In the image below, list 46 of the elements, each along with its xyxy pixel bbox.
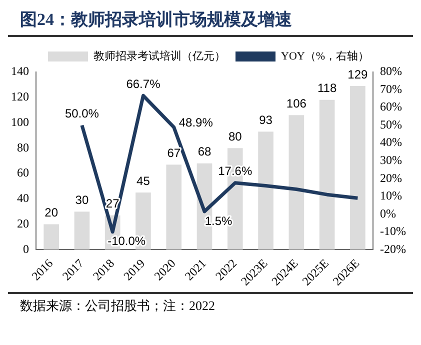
legend-label: 教师招录考试培训（亿元） <box>94 49 226 62</box>
data-label: 80 <box>228 129 242 144</box>
data-label: 129 <box>348 67 368 82</box>
y2-tick-label: 20% <box>380 170 402 185</box>
bar <box>288 115 304 250</box>
y-tick-label: 20 <box>17 216 29 230</box>
y2-tick-label: 80% <box>380 64 402 78</box>
bar <box>74 212 90 250</box>
bar <box>44 224 59 250</box>
data-label: 67 <box>167 146 181 160</box>
y2-tick-label: 0% <box>380 206 396 220</box>
y-tick-label: 60 <box>17 166 29 180</box>
source-note: 数据来源：公司招股书；注：2022 <box>20 297 216 315</box>
y-tick-label: 140 <box>11 64 29 78</box>
bar <box>258 132 274 250</box>
y2-tick-label: 10% <box>380 188 402 203</box>
y-tick-label: 100 <box>11 114 29 129</box>
y-tick-label: 80 <box>17 140 29 154</box>
y2-tick-label: 50% <box>380 117 402 132</box>
data-label: 68 <box>198 144 212 159</box>
legend-label: YOY（%，右轴） <box>281 49 370 62</box>
y2-tick-label: 30% <box>380 152 402 167</box>
data-label: 118 <box>317 81 337 96</box>
data-label: 106 <box>286 96 307 110</box>
data-label: 93 <box>259 112 273 127</box>
y2-tick-label: -20% <box>380 242 406 256</box>
data-label: 20 <box>44 206 58 220</box>
data-label: 66.7% <box>126 76 161 91</box>
bar <box>350 86 366 250</box>
y2-tick-label: 60% <box>380 100 402 114</box>
data-label: 50.0% <box>64 106 100 121</box>
data-label: 17.6% <box>218 164 252 178</box>
y2-tick-label: -10% <box>380 224 406 238</box>
y-tick-label: 40 <box>17 191 29 206</box>
data-label: 1.5% <box>204 214 233 228</box>
data-label: 45 <box>136 174 150 188</box>
y2-tick-label: 40% <box>380 135 402 150</box>
chart-title: 图24：教师招录培训市场规模及增速 <box>8 8 413 37</box>
data-label: 30 <box>75 192 89 207</box>
data-label: -10.0% <box>108 234 146 248</box>
bar <box>319 100 335 250</box>
bar <box>166 164 182 250</box>
y-tick-label: 120 <box>11 90 29 104</box>
y2-tick-label: 70% <box>380 82 402 96</box>
y-tick-label: 0 <box>23 242 29 256</box>
data-label: 48.9% <box>178 116 214 130</box>
